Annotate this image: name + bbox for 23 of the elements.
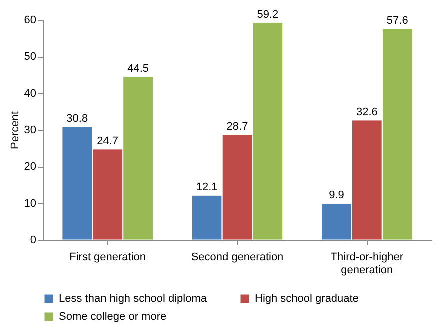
legend-label: Less than high school diploma — [59, 293, 208, 305]
data-label: 44.5 — [128, 62, 150, 75]
data-label: 28.7 — [226, 120, 248, 133]
legend-label: High school graduate — [255, 293, 359, 305]
x-tick-label: First generation — [70, 252, 146, 264]
data-label: 9.9 — [329, 190, 344, 202]
y-axis-title: Percent — [9, 112, 22, 150]
data-label: 30.8 — [66, 113, 88, 126]
x-tick-label: Third-or-higher generation — [330, 252, 404, 276]
y-tick-label: 30 — [24, 124, 36, 136]
y-tick-label: 20 — [24, 161, 36, 174]
data-label: 59.2 — [257, 8, 279, 21]
y-tick-label: 50 — [24, 51, 36, 64]
data-label: 32.6 — [356, 106, 378, 118]
legend-label: Some college or more — [59, 311, 167, 323]
y-tick-label: 60 — [24, 14, 36, 26]
y-tick-label: 0 — [30, 234, 36, 246]
data-label: 24.7 — [97, 135, 119, 148]
y-tick-label: 10 — [24, 198, 36, 210]
data-label: 12.1 — [196, 182, 218, 194]
data-label: 57.6 — [386, 14, 408, 27]
y-tick-label: 40 — [24, 88, 36, 100]
x-tick-label: Second generation — [191, 252, 284, 264]
